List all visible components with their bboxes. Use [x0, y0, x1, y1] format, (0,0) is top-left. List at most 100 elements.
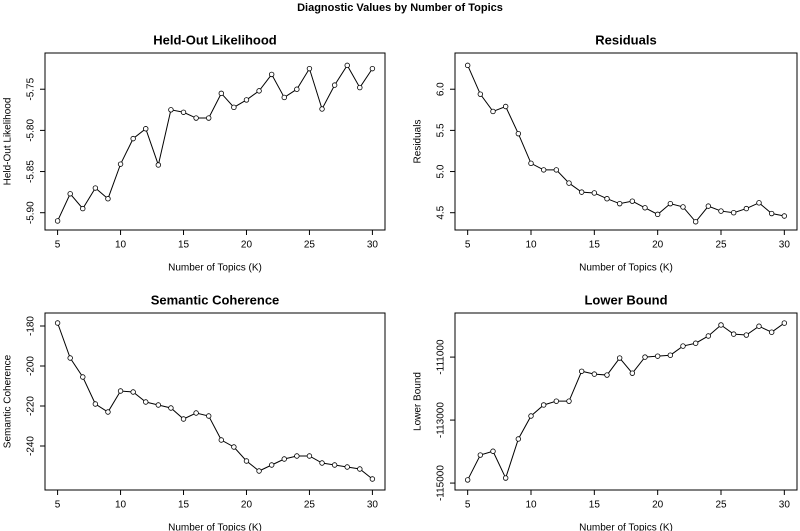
point [566, 180, 572, 186]
x-tick-label: 30 [367, 240, 379, 251]
point [629, 198, 636, 204]
point [705, 333, 712, 339]
point [319, 106, 325, 112]
point [730, 331, 737, 337]
y-axis-label: Lower Bound [413, 372, 424, 431]
y-tick-label: 5.0 [436, 164, 447, 178]
y-axis-label: Held-Out Likelihood [3, 98, 14, 186]
point [143, 399, 149, 405]
point [502, 103, 509, 110]
y-tick-label: -240 [26, 436, 37, 456]
y-axis-label: Residuals [413, 120, 424, 164]
point [540, 402, 547, 408]
point [464, 62, 471, 69]
chart-title: Residuals [595, 32, 656, 47]
point [357, 466, 363, 472]
point [718, 208, 724, 214]
point [768, 210, 775, 217]
point [604, 372, 610, 378]
point [490, 448, 496, 454]
point [105, 196, 111, 202]
point [616, 355, 623, 361]
point [654, 211, 661, 218]
point [67, 191, 73, 197]
point [642, 354, 648, 360]
point [477, 91, 484, 97]
series-line [467, 65, 785, 223]
point [528, 160, 534, 167]
chart-title: Held-Out Likelihood [153, 32, 277, 47]
y-axis-label: Semantic Coherence [3, 354, 14, 448]
point [243, 458, 250, 464]
point [502, 475, 509, 481]
point [331, 462, 338, 468]
point [155, 162, 162, 168]
x-tick-label: 20 [241, 500, 253, 511]
series-line [57, 64, 373, 222]
series-line [467, 322, 785, 481]
point [306, 453, 313, 459]
point [193, 115, 199, 121]
x-tick-label: 15 [178, 500, 190, 511]
y-tick-label: 4.5 [436, 205, 447, 219]
point [464, 477, 471, 483]
x-tick-label: 25 [715, 240, 727, 251]
point [155, 402, 162, 408]
y-tick-label: -220 [26, 396, 37, 416]
point [553, 398, 560, 404]
point [117, 388, 124, 394]
point [92, 401, 99, 407]
x-tick-label: 5 [465, 500, 471, 511]
point [680, 204, 686, 210]
x-tick-label: 10 [525, 240, 537, 251]
x-axis-label: Number of Topics (K) [168, 523, 262, 531]
point [168, 405, 174, 411]
point [92, 185, 99, 191]
x-axis-label: Number of Topics (K) [579, 263, 673, 274]
point [743, 332, 750, 338]
plot-box [454, 312, 798, 491]
x-tick-label: 30 [367, 500, 379, 511]
point [566, 398, 572, 404]
point [306, 65, 313, 72]
x-tick-label: 25 [715, 500, 727, 511]
y-tick-label: -5.85 [26, 160, 37, 183]
x-tick-label: 20 [652, 500, 664, 511]
point [357, 84, 363, 91]
point [730, 210, 737, 216]
point [369, 65, 376, 72]
point [705, 203, 712, 209]
point [206, 115, 212, 121]
point [294, 453, 300, 459]
point [756, 200, 762, 206]
point [231, 444, 237, 450]
point [768, 329, 775, 335]
point [130, 389, 136, 395]
x-tick-label: 10 [115, 500, 127, 511]
x-tick-label: 5 [55, 240, 61, 251]
point [281, 456, 287, 462]
point [180, 416, 187, 422]
x-tick-label: 25 [304, 240, 316, 251]
point [80, 374, 86, 380]
x-tick-label: 15 [589, 240, 601, 251]
x-tick-label: 10 [525, 500, 537, 511]
point [268, 462, 275, 468]
y-tick-label: -5.80 [26, 119, 37, 142]
y-tick-label: -115000 [436, 465, 447, 501]
point [528, 413, 534, 419]
x-tick-label: 5 [465, 240, 471, 251]
point [67, 355, 73, 361]
x-tick-label: 15 [178, 240, 190, 251]
point [294, 86, 300, 92]
figure-title: Diagnostic Values by Number of Topics [297, 2, 503, 14]
point [477, 452, 484, 458]
y-tick-label: 5.5 [436, 123, 447, 137]
x-tick-label: 20 [652, 240, 664, 251]
point [344, 464, 350, 470]
point [218, 90, 224, 97]
point [180, 109, 187, 115]
point [604, 196, 610, 202]
y-tick-label: -5.90 [26, 201, 37, 224]
point [231, 104, 237, 111]
